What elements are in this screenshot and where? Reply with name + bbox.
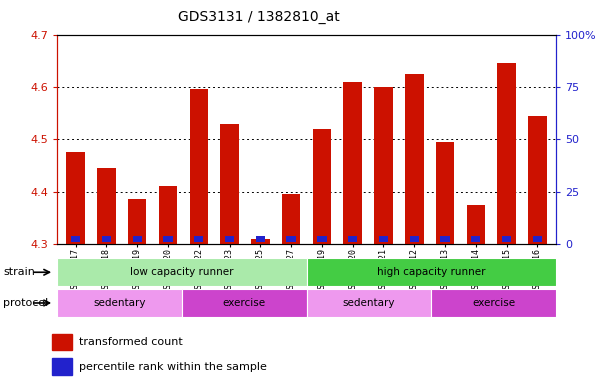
Bar bbox=[57, 258, 307, 286]
Bar bbox=[528, 116, 547, 244]
Bar bbox=[57, 289, 182, 317]
Text: percentile rank within the sample: percentile rank within the sample bbox=[79, 362, 267, 372]
Text: transformed count: transformed count bbox=[79, 337, 183, 347]
Text: low capacity runner: low capacity runner bbox=[130, 267, 234, 277]
Text: exercise: exercise bbox=[222, 298, 266, 308]
Text: strain: strain bbox=[3, 267, 35, 277]
Bar bbox=[432, 289, 556, 317]
Text: protocol: protocol bbox=[3, 298, 48, 308]
Bar bbox=[307, 258, 556, 286]
Bar bbox=[466, 205, 485, 244]
Text: sedentary: sedentary bbox=[343, 298, 395, 308]
Bar bbox=[282, 194, 300, 244]
Bar bbox=[502, 236, 511, 242]
Bar bbox=[182, 289, 307, 317]
Text: sedentary: sedentary bbox=[93, 298, 145, 308]
Bar bbox=[436, 142, 454, 244]
Bar bbox=[307, 289, 432, 317]
Bar bbox=[66, 152, 85, 244]
Bar bbox=[133, 236, 142, 242]
Bar bbox=[163, 236, 172, 242]
Bar bbox=[128, 199, 147, 244]
Bar bbox=[52, 358, 72, 375]
Bar bbox=[379, 236, 388, 242]
Bar bbox=[471, 236, 480, 242]
Text: high capacity runner: high capacity runner bbox=[377, 267, 486, 277]
Bar bbox=[159, 186, 177, 244]
Bar bbox=[313, 129, 331, 244]
Bar bbox=[194, 236, 203, 242]
Bar bbox=[317, 236, 326, 242]
Bar bbox=[348, 236, 358, 242]
Bar bbox=[71, 236, 80, 242]
Bar bbox=[221, 124, 239, 244]
Bar bbox=[287, 236, 296, 242]
Bar bbox=[343, 82, 362, 244]
Bar bbox=[52, 333, 72, 350]
Bar bbox=[374, 87, 392, 244]
Bar bbox=[410, 236, 419, 242]
Bar bbox=[255, 236, 265, 242]
Bar bbox=[441, 236, 450, 242]
Text: GDS3131 / 1382810_at: GDS3131 / 1382810_at bbox=[177, 10, 340, 23]
Bar bbox=[405, 74, 424, 244]
Bar bbox=[189, 89, 208, 244]
Bar bbox=[97, 168, 115, 244]
Bar bbox=[102, 236, 111, 242]
Bar bbox=[251, 238, 270, 244]
Bar bbox=[498, 63, 516, 244]
Bar bbox=[533, 236, 542, 242]
Bar bbox=[225, 236, 234, 242]
Text: exercise: exercise bbox=[472, 298, 515, 308]
